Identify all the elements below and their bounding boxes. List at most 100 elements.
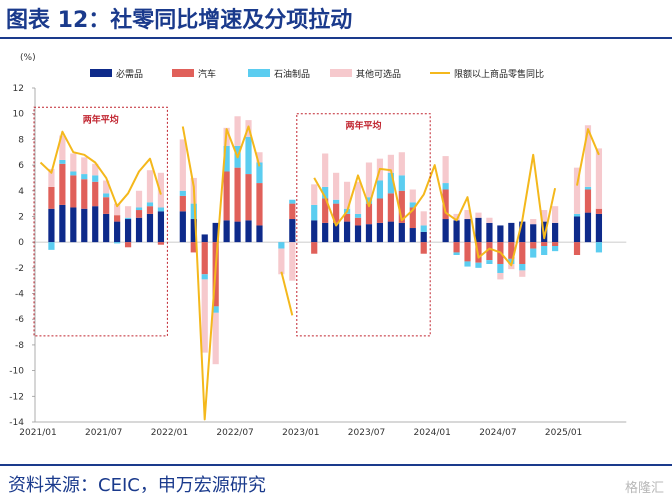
annotation-box bbox=[33, 106, 168, 337]
bar-autos bbox=[398, 190, 405, 223]
bar-other-discretionary bbox=[541, 210, 548, 222]
bar-autos bbox=[311, 242, 318, 254]
bar-other-discretionary bbox=[343, 181, 351, 209]
bar-autos bbox=[453, 242, 460, 253]
bar-other-discretionary bbox=[212, 312, 219, 365]
bar-petroleum bbox=[486, 260, 493, 264]
bar-other-discretionary bbox=[584, 125, 592, 187]
legend-swatch bbox=[90, 69, 112, 77]
legend-label: 其他可选品 bbox=[356, 68, 401, 80]
bar-necessities bbox=[343, 221, 351, 243]
bar-necessities bbox=[223, 220, 230, 243]
bar-other-discretionary bbox=[124, 206, 132, 218]
bar-petroleum bbox=[212, 306, 219, 313]
bar-autos bbox=[584, 189, 592, 213]
bar-necessities bbox=[453, 220, 460, 243]
bar-necessities bbox=[92, 206, 99, 243]
bar-autos bbox=[530, 242, 537, 249]
legend-label: 汽车 bbox=[198, 68, 216, 80]
source-note: 资料来源：CEIC，申万宏源研究 bbox=[8, 475, 266, 496]
y-tick-label: 4 bbox=[18, 187, 24, 197]
bar-other-discretionary bbox=[333, 172, 340, 200]
bar-autos bbox=[464, 242, 471, 262]
annotation-box bbox=[296, 113, 431, 337]
bar-other-discretionary bbox=[48, 168, 55, 187]
y-tick-label: 10 bbox=[13, 110, 25, 120]
stacked-bars bbox=[48, 116, 603, 365]
annotation-label: 两年平均 bbox=[83, 113, 119, 125]
bar-autos bbox=[245, 174, 252, 221]
bar-necessities bbox=[508, 222, 515, 243]
bar-petroleum bbox=[190, 203, 197, 220]
legend-label: 必需品 bbox=[116, 68, 143, 80]
bar-other-discretionary bbox=[475, 212, 482, 218]
bar-autos bbox=[595, 208, 603, 214]
bar-necessities bbox=[59, 204, 66, 243]
bar-petroleum bbox=[311, 204, 318, 221]
bar-other-discretionary bbox=[256, 152, 263, 163]
annotation-label: 两年平均 bbox=[345, 120, 381, 132]
y-tick-label: 2 bbox=[18, 212, 24, 222]
bar-other-discretionary bbox=[114, 203, 121, 216]
bar-necessities bbox=[530, 224, 537, 243]
bar-necessities bbox=[497, 225, 504, 243]
retail-sales-chart: (%) -14 -12 -10 -8 -6 -4 -2 0 2 4 6 8 10 12 2021/01 2021… bbox=[9, 53, 627, 438]
footer-rule bbox=[0, 464, 672, 466]
bar-necessities bbox=[190, 219, 197, 243]
bar-petroleum bbox=[103, 193, 110, 198]
bar-autos bbox=[354, 217, 362, 226]
bar-other-discretionary bbox=[59, 135, 66, 160]
x-tick-label: 2023/01 bbox=[282, 428, 319, 438]
bar-petroleum bbox=[584, 186, 592, 190]
bar-petroleum bbox=[157, 207, 165, 212]
watermark: 格隆汇 bbox=[624, 481, 664, 496]
x-tick-label: 2022/07 bbox=[216, 428, 253, 438]
bar-necessities bbox=[420, 231, 427, 243]
bar-autos bbox=[573, 242, 581, 255]
y-tick-label: -4 bbox=[15, 290, 24, 300]
bar-petroleum bbox=[552, 246, 559, 252]
bar-other-discretionary bbox=[595, 148, 603, 209]
bar-necessities bbox=[354, 225, 362, 243]
bar-autos bbox=[223, 171, 230, 221]
bar-autos bbox=[322, 198, 329, 223]
y-tick-label: 0 bbox=[18, 238, 24, 248]
bar-other-discretionary bbox=[453, 213, 460, 221]
bar-other-discretionary bbox=[365, 162, 373, 198]
bar-autos bbox=[289, 203, 296, 220]
bar-petroleum bbox=[376, 180, 384, 199]
bar-petroleum bbox=[81, 174, 88, 180]
y-tick-label: -14 bbox=[9, 418, 24, 428]
bar-petroleum bbox=[245, 136, 252, 175]
bar-petroleum bbox=[322, 186, 329, 199]
bar-other-discretionary bbox=[354, 181, 362, 214]
bar-autos bbox=[409, 207, 416, 229]
x-tick-label: 2024/07 bbox=[479, 428, 516, 438]
bar-petroleum bbox=[387, 172, 394, 194]
bar-petroleum bbox=[497, 263, 504, 273]
bar-autos bbox=[486, 242, 493, 261]
bar-autos bbox=[519, 242, 526, 264]
bar-autos bbox=[552, 242, 559, 247]
bar-petroleum bbox=[48, 242, 55, 250]
bar-other-discretionary bbox=[420, 211, 427, 226]
bar-other-discretionary bbox=[409, 189, 416, 203]
bar-autos bbox=[59, 163, 66, 205]
bar-petroleum bbox=[278, 242, 285, 249]
bar-other-discretionary bbox=[464, 210, 471, 220]
bar-necessities bbox=[135, 217, 143, 243]
bar-petroleum bbox=[201, 274, 208, 280]
bar-other-discretionary bbox=[234, 116, 241, 146]
bar-other-discretionary bbox=[70, 153, 77, 172]
bar-other-discretionary bbox=[146, 170, 154, 203]
bar-petroleum bbox=[333, 199, 340, 204]
bar-necessities bbox=[81, 208, 88, 243]
bar-other-discretionary bbox=[103, 180, 110, 194]
bar-autos bbox=[135, 210, 143, 218]
bar-other-discretionary bbox=[81, 157, 88, 175]
bar-necessities bbox=[289, 219, 296, 243]
legend-swatch bbox=[248, 69, 270, 77]
bar-autos bbox=[343, 213, 351, 222]
bar-necessities bbox=[212, 222, 219, 243]
